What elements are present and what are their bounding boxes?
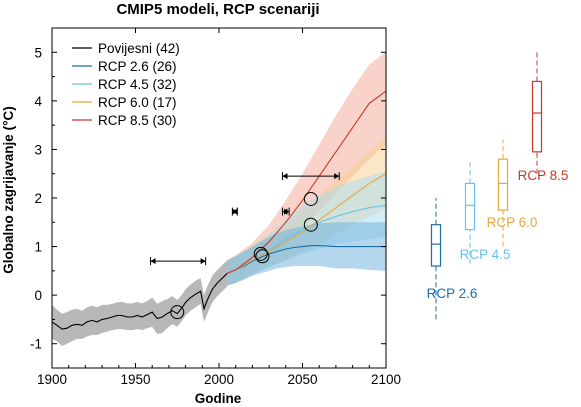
y-tick-label: -1: [30, 337, 42, 352]
x-tick-label: 1950: [120, 372, 150, 387]
y-tick-label: 5: [34, 45, 42, 60]
x-axis-title: Godine: [195, 391, 242, 406]
y-tick-label: 0: [34, 288, 42, 303]
legend-label-1: RCP 2.6 (26): [98, 59, 177, 74]
series-line-4: [227, 90, 387, 274]
range-arrow-right: [200, 258, 206, 265]
range-marker-0: [150, 257, 207, 266]
y-tick-label: 4: [34, 94, 42, 109]
boxplot-label-0: RCP 2.6: [427, 286, 478, 301]
x-tick-label: 2050: [287, 372, 317, 387]
legend-label-4: RCP 8.5 (30): [98, 113, 177, 128]
boxplot-1: RCP 4.5: [460, 161, 511, 264]
boxplot-3: RCP 8.5: [518, 49, 569, 183]
boxplot-box: [497, 158, 509, 211]
legend-label-0: Povijesni (42): [98, 41, 180, 56]
plot-area: 1900 1950 2000 2050 2100 -1 0 1 2 3 4 5: [30, 27, 401, 387]
series-band-1: [227, 222, 386, 286]
y-axis-title: Globalno zagrijavanje (°C): [1, 106, 16, 273]
legend-label-3: RCP 6.0 (17): [98, 95, 177, 110]
range-arrow-left: [150, 258, 156, 265]
boxplot-panel: RCP 2.6 RCP 4.5 RCP 6.0 RCP 8.5: [427, 49, 569, 320]
boxplot-label-1: RCP 4.5: [460, 247, 511, 262]
boxplot-box: [531, 80, 543, 153]
boxplot-label-2: RCP 6.0: [487, 215, 538, 230]
series-line-3: [227, 173, 387, 274]
x-tick-label: 2000: [204, 372, 234, 387]
range-arrow-right: [334, 173, 340, 180]
range-arrow-left: [282, 173, 288, 180]
range-arrow-right: [232, 208, 238, 215]
range-marker-1: [231, 207, 238, 216]
range-marker-2: [281, 207, 290, 216]
marker-circle-4: [303, 191, 318, 206]
boxplot-0: RCP 2.6: [427, 198, 478, 320]
y-tick-label: 1: [34, 240, 42, 255]
marker-circle-1: [255, 249, 270, 264]
x-tick-label: 2100: [371, 372, 401, 387]
series-line-1: [227, 245, 386, 274]
legend-label-2: RCP 4.5 (32): [98, 77, 177, 92]
boxplot-box: [430, 224, 442, 267]
legend: Povijesni (42) RCP 2.6 (26) RCP 4.5 (32) RC…: [72, 41, 180, 128]
marker-circle-2: [253, 246, 268, 261]
boxplot-box: [464, 182, 476, 231]
boxplot-label-3: RCP 8.5: [518, 168, 569, 183]
boxplot-2: RCP 6.0: [487, 139, 538, 247]
series-line-0: [51, 272, 228, 330]
x-tick-label: 1900: [37, 372, 67, 387]
series-band-0: [52, 260, 228, 347]
series-band-4: [227, 52, 386, 286]
range-arrow-right: [284, 208, 290, 215]
range-marker-3: [281, 172, 340, 181]
marker-circle-0: [170, 305, 185, 320]
y-tick-label: 2: [34, 191, 42, 206]
chart-title: CMIP5 modeli, RCP scenariji: [116, 1, 319, 18]
marker-circle-3: [303, 217, 318, 232]
y-tick-label: 3: [34, 142, 42, 157]
